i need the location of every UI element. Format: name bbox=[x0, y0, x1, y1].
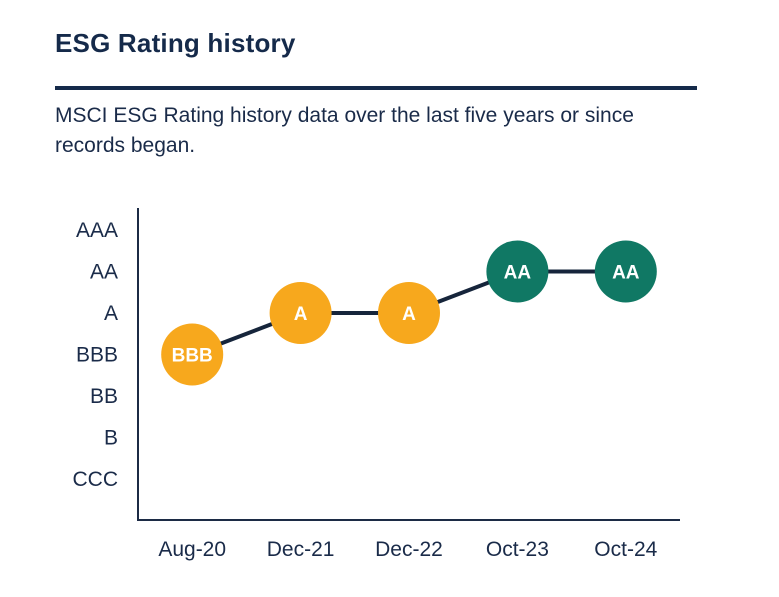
data-point-dec-22 bbox=[378, 282, 440, 344]
data-point-oct-24 bbox=[594, 240, 657, 303]
x-axis-label-oct-24: Oct-24 bbox=[594, 538, 657, 561]
data-point-label-dec-22: A bbox=[402, 304, 416, 325]
data-point-label-dec-21: A bbox=[294, 304, 308, 325]
page-subtitle-line-1: MSCI ESG Rating history data over the la… bbox=[55, 104, 634, 127]
data-point-dec-21 bbox=[269, 282, 332, 344]
data-point-label-oct-24: AA bbox=[612, 263, 640, 284]
page-title: ESG Rating history bbox=[55, 28, 296, 58]
data-point-aug-20 bbox=[161, 323, 224, 386]
x-axis-label-dec-21: Dec-21 bbox=[267, 538, 335, 561]
page-subtitle: MSCI ESG Rating history data over the la… bbox=[55, 101, 634, 161]
x-axis-label-dec-22: Dec-22 bbox=[375, 538, 443, 561]
page-subtitle-line-2: records began. bbox=[55, 134, 196, 157]
y-axis-label-aaa: AAA bbox=[76, 219, 118, 242]
y-axis-label-ccc: CCC bbox=[73, 468, 119, 491]
title-divider bbox=[55, 86, 697, 90]
x-axis-label-oct-23: Oct-23 bbox=[486, 538, 549, 561]
y-axis-label-bbb: BBB bbox=[76, 344, 118, 367]
y-axis-label-aa: AA bbox=[90, 261, 118, 284]
data-point-label-oct-23: AA bbox=[504, 263, 532, 284]
x-axis-label-aug-20: Aug-20 bbox=[158, 538, 226, 561]
y-axis-label-bb: BB bbox=[90, 385, 118, 408]
y-axis-label-b: B bbox=[104, 427, 118, 450]
data-point-oct-23 bbox=[486, 240, 549, 303]
data-point-label-aug-20: BBB bbox=[172, 346, 213, 367]
y-axis-label-a: A bbox=[104, 302, 118, 325]
